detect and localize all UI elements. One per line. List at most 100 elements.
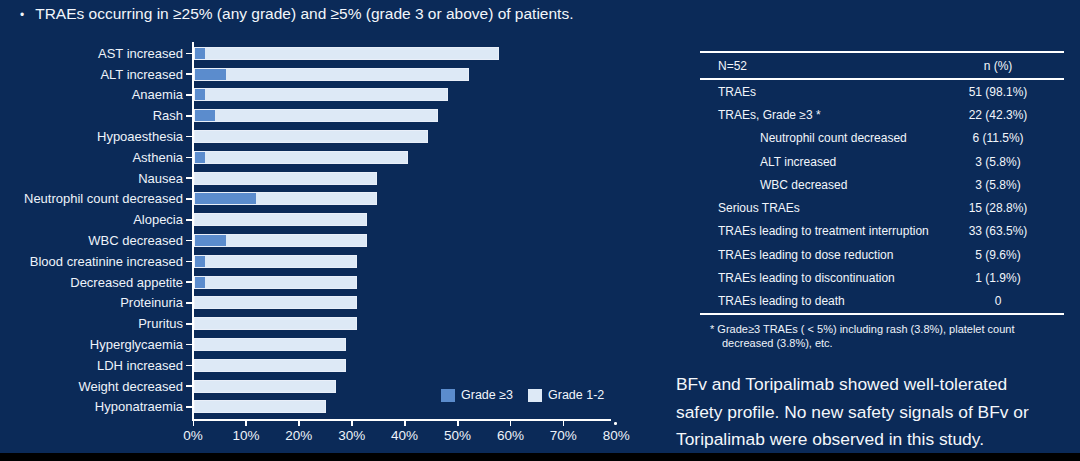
table-row-value: 33 (63.5%) <box>932 224 1064 238</box>
chart-legend: Grade ≥3 Grade 1-2 <box>441 388 604 402</box>
x-axis-tick-label: 70% <box>536 428 590 443</box>
x-axis-tick <box>457 421 459 426</box>
table-row: TRAEs leading to discontinuation1 (1.9%) <box>700 266 1064 289</box>
x-axis-tick-label: 30% <box>325 428 379 443</box>
category-label: Anaemia <box>0 87 186 102</box>
category-label: Decreased appetite <box>0 275 186 290</box>
x-axis-tick-label: 0% <box>166 428 220 443</box>
x-axis-tick <box>510 421 512 426</box>
table-row-value: 5 (9.6%) <box>932 248 1064 262</box>
table-row-label: TRAEs <box>700 85 932 99</box>
x-axis-tick-label: 40% <box>378 428 432 443</box>
chart-row: Neutrophil count decreased <box>0 189 499 210</box>
bar-grade3-segment <box>195 152 205 163</box>
table-row: TRAEs51 (98.1%) <box>700 80 1064 103</box>
bar <box>194 276 357 289</box>
table-row-label: TRAEs, Grade ≥3 * <box>700 108 932 122</box>
note-line: safety profile. No new safety signals of… <box>676 399 1029 427</box>
title-text: TRAEs occurring in ≥25% (any grade) and … <box>35 5 573 23</box>
chart-row: Decreased appetite <box>0 272 499 293</box>
bar <box>194 213 367 226</box>
x-axis-tick <box>563 421 565 426</box>
chart-row: Blood creatinine increased <box>0 251 499 272</box>
legend-item: Grade 1-2 <box>528 388 604 402</box>
bar-grade3-segment <box>195 235 226 246</box>
category-label: Neutrophil count decreased <box>0 191 186 206</box>
note-line: Toripalimab were observed in this study. <box>676 426 1029 454</box>
x-axis-tick-label: 20% <box>272 428 326 443</box>
table-row: TRAEs, Grade ≥3 *22 (42.3%) <box>700 103 1064 126</box>
table-header-row: N=52 n (%) <box>700 51 1064 80</box>
bar <box>194 172 377 185</box>
table-row-value: 22 (42.3%) <box>932 108 1064 122</box>
bar-grade3-segment <box>195 256 205 267</box>
chart-row: WBC decreased <box>0 230 499 251</box>
table-row-label: TRAEs leading to treatment interruption <box>700 224 932 238</box>
chart-row: Anaemia <box>0 85 499 106</box>
table-row-value: 6 (11.5%) <box>932 131 1064 145</box>
chart-row: Proteinuria <box>0 293 499 314</box>
footnote-line: decreased (3.8%), etc. <box>700 336 1064 350</box>
table-row: Neutrophil count decreased6 (11.5%) <box>700 127 1064 150</box>
bar <box>194 47 499 60</box>
bottom-strip <box>0 453 1080 461</box>
bar <box>194 109 438 122</box>
table-row: ALT increased3 (5.8%) <box>700 150 1064 173</box>
x-axis-tick-label: 80% <box>589 428 643 443</box>
category-label: AST increased <box>0 46 186 61</box>
conclusion-note: BFv and Toripalimab showed well-tolerate… <box>676 371 1029 454</box>
legend-label: Grade ≥3 <box>461 388 513 402</box>
slide: • TRAEs occurring in ≥25% (any grade) an… <box>0 0 1080 461</box>
table-row-label: Neutrophil count decreased <box>700 131 932 145</box>
table-row: TRAEs leading to dose reduction5 (9.6%) <box>700 243 1064 266</box>
bar-grade3-segment <box>195 48 205 59</box>
table-row: WBC decreased3 (5.8%) <box>700 173 1064 196</box>
chart-row: Weight decreased <box>0 376 499 397</box>
table-row-value: 0 <box>932 294 1064 308</box>
category-label: Blood creatinine increased <box>0 254 186 269</box>
category-label: Hyponatraemia <box>0 399 186 414</box>
bar-grade3-segment <box>195 193 256 204</box>
footnote-line: * Grade≥3 TRAEs ( < 5%) including rash (… <box>700 322 1064 336</box>
chart-row: Asthenia <box>0 147 499 168</box>
category-label: Weight decreased <box>0 379 186 394</box>
bar-grade3-segment <box>195 277 205 288</box>
chart-row: Alopecia <box>0 209 499 230</box>
note-line: BFv and Toripalimab showed well-tolerate… <box>676 371 1029 399</box>
category-label: WBC decreased <box>0 233 186 248</box>
chart-row: Hypoaesthesia <box>0 126 499 147</box>
category-label: Nausea <box>0 171 186 186</box>
table-row-label: TRAEs leading to death <box>700 294 932 308</box>
chart-row: Hyperglycaemia <box>0 334 499 355</box>
table-header-npct: n (%) <box>932 59 1064 73</box>
table-row-value: 1 (1.9%) <box>932 271 1064 285</box>
chart-row: Pruritus <box>0 313 499 334</box>
bar <box>194 192 377 205</box>
table-footnote: * Grade≥3 TRAEs ( < 5%) including rash (… <box>700 322 1064 350</box>
trae-table: N=52 n (%) TRAEs51 (98.1%)TRAEs, Grade ≥… <box>700 51 1064 350</box>
table-row-value: 3 (5.8%) <box>932 155 1064 169</box>
x-axis-tick <box>404 421 406 426</box>
bar-grade3-segment <box>195 110 215 121</box>
axis-end-dot <box>614 422 617 425</box>
x-axis-tick <box>298 421 300 426</box>
chart-row: Nausea <box>0 168 499 189</box>
bar <box>194 151 408 164</box>
bar <box>194 88 448 101</box>
category-label: Pruritus <box>0 316 186 331</box>
bar <box>194 68 469 81</box>
bar <box>194 296 357 309</box>
x-axis-tick-label: 10% <box>219 428 273 443</box>
x-axis-tick-label: 50% <box>431 428 485 443</box>
bar-grade3-segment <box>195 69 226 80</box>
table-row-label: TRAEs leading to dose reduction <box>700 248 932 262</box>
legend-label: Grade 1-2 <box>548 388 604 402</box>
x-axis-tick <box>245 421 247 426</box>
bar <box>194 234 367 247</box>
table-row-label: ALT increased <box>700 155 932 169</box>
x-axis-tick <box>193 421 195 426</box>
table-row: Serious TRAEs15 (28.8%) <box>700 196 1064 219</box>
bar <box>194 400 326 413</box>
table-header-n: N=52 <box>700 59 932 73</box>
chart-row: AST increased <box>0 43 499 64</box>
